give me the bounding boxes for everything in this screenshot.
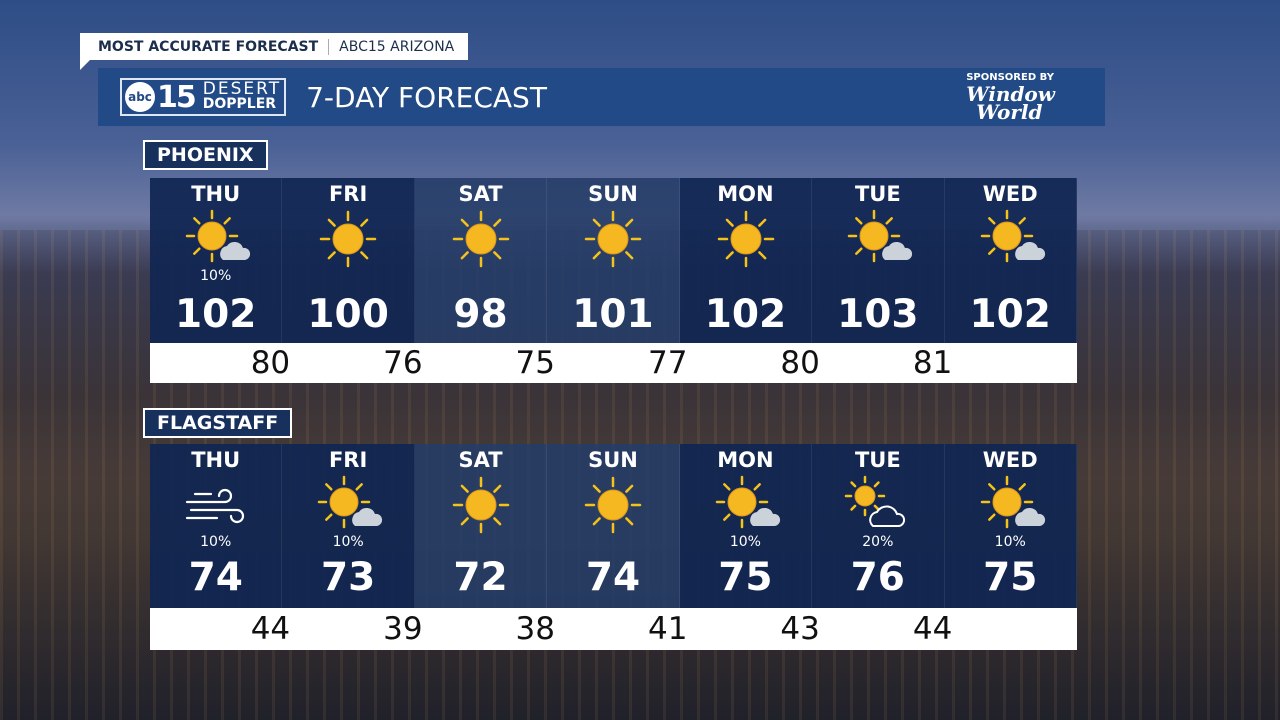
page-title: 7-DAY FORECAST [306, 80, 547, 114]
day-label: FRI [328, 182, 368, 206]
day-label: TUE [854, 182, 901, 206]
sun-cloud-icon [976, 474, 1046, 536]
high-temp: 102 [175, 292, 257, 337]
day-label: MON [717, 182, 774, 206]
high-temp: 74 [585, 555, 641, 600]
sponsor: SPONSORED BY Window World [966, 72, 1055, 124]
high-temp: 103 [837, 292, 919, 337]
day-label: WED [982, 182, 1038, 206]
day-column: WED 10% 75 [944, 444, 1077, 609]
sponsor-name-2: World [976, 100, 1043, 124]
day-label: WED [982, 448, 1038, 472]
banner-tail [80, 60, 90, 70]
day-column: FRI 100 [282, 178, 415, 343]
wind-icon [181, 474, 251, 536]
high-temp: 73 [320, 555, 376, 600]
high-temp: 98 [453, 292, 508, 337]
forecast-panel-phoenix: THU 10% 102 FRI 100 SAT 98 SUN 101 MON 1… [150, 178, 1077, 343]
sun-icon [313, 208, 383, 270]
top-banner: MOST ACCURATE FORECAST ABC15 ARIZONA [80, 33, 469, 70]
day-column: SAT 98 [414, 178, 548, 343]
precip-chance: 10% [994, 534, 1026, 550]
high-temp: 75 [983, 555, 1038, 600]
low-temp: 80 [780, 345, 820, 381]
high-temp: 102 [969, 292, 1051, 337]
sponsor-name-1: Window [966, 82, 1055, 106]
partly-cloudy-icon [843, 474, 913, 536]
day-column: THU 10% 102 [150, 178, 283, 343]
sun-icon [446, 208, 516, 270]
divider [328, 38, 330, 55]
sun-cloud-icon [976, 208, 1046, 270]
city-label-phoenix: PHOENIX [143, 140, 268, 170]
day-column: SUN 74 [547, 444, 680, 609]
precip-chance: 10% [200, 268, 232, 284]
low-temp: 75 [515, 345, 555, 381]
day-label: SAT [458, 182, 503, 206]
low-temp: 41 [647, 611, 688, 647]
forecast-panel-flagstaff: THU 10% 74 FRI 10% 73 SAT 72 SUN 74 MON … [150, 444, 1077, 609]
day-column: MON 10% 75 [679, 444, 813, 609]
high-temp: 74 [188, 555, 243, 600]
sun-cloud-icon [181, 208, 251, 270]
high-temp: 102 [704, 292, 787, 337]
low-temp: 77 [647, 345, 688, 381]
day-label: TUE [854, 448, 901, 472]
high-temp: 72 [453, 555, 508, 600]
day-column: SUN 101 [547, 178, 680, 343]
high-temp: 100 [307, 292, 389, 337]
low-temp: 39 [383, 611, 423, 647]
day-column: THU 10% 74 [150, 444, 283, 609]
low-temp: 38 [515, 611, 555, 647]
precip-chance: 10% [332, 534, 364, 550]
low-temp: 44 [250, 611, 291, 647]
precip-chance: 10% [200, 534, 232, 550]
day-label: FRI [328, 448, 368, 472]
abc-logo: abc [125, 82, 155, 112]
sun-icon [578, 474, 648, 536]
sun-icon [446, 474, 516, 536]
high-temp: 101 [572, 292, 654, 337]
day-column: WED 102 [944, 178, 1077, 343]
day-column: FRI 10% 73 [282, 444, 415, 609]
low-temp: 76 [383, 345, 423, 381]
abc15-desert-doppler-logo: abc 15 DESERT DOPPLER [120, 78, 287, 116]
sun-icon [578, 208, 648, 270]
sponsor-logo: Window World [966, 82, 1055, 124]
sponsor-label: SPONSORED BY [966, 72, 1054, 83]
banner-title: MOST ACCURATE FORECAST [98, 38, 319, 55]
day-label: THU [191, 182, 241, 206]
high-temp: 76 [850, 555, 905, 600]
day-label: SAT [458, 448, 503, 472]
day-column: TUE 103 [812, 178, 945, 343]
day-column: TUE 20% 76 [812, 444, 945, 609]
day-label: MON [717, 448, 774, 472]
desert-doppler-text: DESERT DOPPLER [202, 79, 282, 112]
day-column: SAT 72 [414, 444, 548, 609]
low-temp: 44 [912, 611, 953, 647]
day-label: SUN [588, 448, 638, 472]
channel-number: 15 [157, 79, 197, 115]
day-column: MON 102 [679, 178, 813, 343]
low-temp: 43 [780, 611, 820, 647]
precip-chance: 20% [862, 534, 894, 550]
low-temps-bar: 80 76 75 77 80 81 [150, 343, 1077, 383]
high-temp: 75 [718, 555, 773, 600]
city-label-flagstaff: FLAGSTAFF [143, 408, 293, 438]
day-label: THU [191, 448, 241, 472]
logo-line1: DESERT [202, 79, 282, 99]
precip-chance: 10% [729, 534, 761, 550]
logo-line2: DOPPLER [202, 96, 277, 112]
low-temp: 81 [912, 345, 953, 381]
day-label: SUN [588, 182, 638, 206]
low-temps-bar: 44 39 38 41 43 44 [150, 608, 1077, 650]
sun-cloud-icon [313, 474, 383, 536]
forecast-header: abc 15 DESERT DOPPLER 7-DAY FORECAST SPO… [98, 68, 1105, 126]
low-temp: 80 [250, 345, 291, 381]
sun-cloud-icon [843, 208, 913, 270]
sun-cloud-icon [711, 474, 781, 536]
banner-station: ABC15 ARIZONA [339, 38, 455, 55]
sun-icon [711, 208, 781, 270]
